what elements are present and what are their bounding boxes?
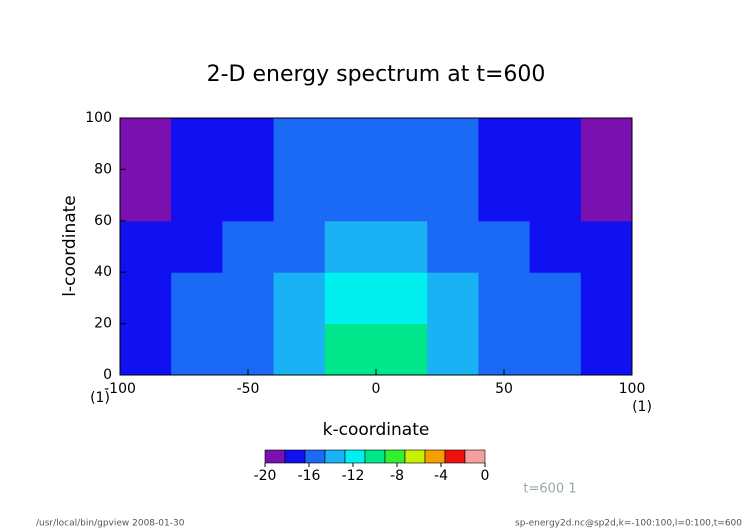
annotation: t=600 1	[523, 482, 576, 497]
contour-cell	[376, 272, 428, 325]
contour-cell	[478, 118, 531, 170]
contour-cell	[427, 220, 479, 273]
contour-cell	[171, 118, 223, 170]
contour-cell	[376, 323, 428, 376]
chart-title: 2-D energy spectrum at t=600	[207, 62, 546, 87]
x-axis-label: k-coordinate	[323, 420, 430, 440]
colorbar-tick-label: -16	[298, 468, 321, 484]
contour-cell	[427, 169, 479, 222]
colorbar-box	[304, 449, 326, 464]
contour-cell	[478, 220, 531, 273]
contour-cell	[273, 169, 326, 222]
colorbar-box	[404, 449, 426, 464]
contour-cell	[273, 118, 326, 170]
colorbar-box	[444, 449, 466, 464]
y-tick-label: 100	[85, 110, 112, 126]
contour-cell	[273, 272, 326, 325]
contour-cell	[376, 118, 428, 170]
contour-cell	[376, 169, 428, 222]
colorbar-box	[384, 449, 406, 464]
contour-cell	[580, 323, 633, 376]
footnote-right: sp-energy2d.nc@sp2d,k=-100:100,l=0:100,t…	[515, 519, 742, 529]
colorbar-box	[364, 449, 386, 464]
contour-cell	[529, 220, 582, 273]
contour-cell	[529, 118, 582, 170]
contour-cell	[324, 118, 377, 170]
contour-cell	[478, 323, 531, 376]
contour-cell	[580, 272, 633, 325]
x-tick-label: -100	[104, 381, 136, 397]
contour-cell	[478, 272, 531, 325]
y-tick-label: 20	[94, 316, 112, 332]
colorbar-tick-label: 0	[481, 468, 490, 484]
contour-cell	[120, 220, 172, 273]
contour-cell	[529, 169, 582, 222]
footnote-left: /usr/local/bin/gpview 2008-01-30	[36, 519, 185, 529]
contour-cell	[222, 272, 275, 325]
contour-cell	[529, 272, 582, 325]
colorbar-tick-label: -20	[254, 468, 277, 484]
colorbar-box	[344, 449, 366, 464]
contour-cell	[171, 169, 223, 222]
y-tick-label: 80	[94, 161, 112, 177]
contour-cell	[222, 323, 275, 376]
contour-cell	[376, 220, 428, 273]
colorbar-box	[284, 449, 306, 464]
contour-cell	[427, 323, 479, 376]
colorbar-tick-label: -4	[434, 468, 448, 484]
colorbar-box	[464, 449, 486, 464]
y-tick-label: 40	[94, 264, 112, 280]
contour-cell	[171, 272, 223, 325]
contour-cell	[324, 220, 377, 273]
contour-cell	[324, 323, 377, 376]
contour-cell	[324, 272, 377, 325]
contour-cell	[222, 169, 275, 222]
x-tick-label: -50	[237, 381, 260, 397]
colorbar-tick-label: -12	[342, 468, 365, 484]
contour-cell	[427, 272, 479, 325]
contour-cell	[171, 220, 223, 273]
y-units: (1)	[90, 390, 110, 406]
contour-cell	[324, 169, 377, 222]
colorbar-box	[324, 449, 346, 464]
contour-cell	[120, 323, 172, 376]
contour-cell	[120, 118, 172, 170]
y-tick-label: 0	[103, 367, 112, 383]
contour-cell	[580, 118, 633, 170]
x-tick-label: 50	[495, 381, 513, 397]
contour-cell	[580, 220, 633, 273]
contour-cell	[427, 118, 479, 170]
contour-cell	[171, 323, 223, 376]
contour-cell	[120, 169, 172, 222]
contour-cell	[120, 272, 172, 325]
contour-cell	[273, 220, 326, 273]
colorbar-box	[424, 449, 446, 464]
x-units: (1)	[632, 399, 652, 415]
x-tick-label: 100	[619, 381, 646, 397]
contour-cell	[529, 323, 582, 376]
y-tick-label: 60	[94, 213, 112, 229]
contour-cell	[222, 220, 275, 273]
contour-cell	[273, 323, 326, 376]
contour-cell	[222, 118, 275, 170]
y-axis-label: l-coordinate	[60, 195, 80, 297]
contour-cell	[478, 169, 531, 222]
contour-cell	[580, 169, 633, 222]
x-tick-label: 0	[372, 381, 381, 397]
colorbar-tick-label: -8	[390, 468, 404, 484]
colorbar-box	[264, 449, 286, 464]
